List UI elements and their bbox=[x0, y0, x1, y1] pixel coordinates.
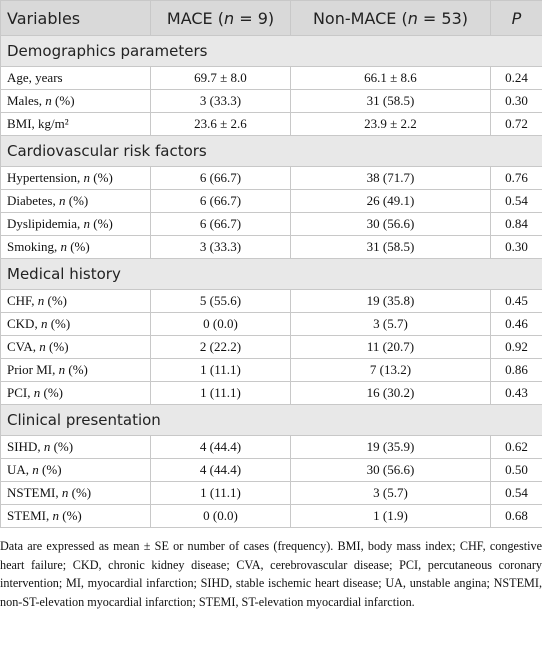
section-title: Cardiovascular risk factors bbox=[0, 135, 542, 167]
cell: 69.7 ± 8.0 bbox=[150, 66, 291, 90]
row-label: Age, years bbox=[0, 66, 151, 90]
row-label: NSTEMI, n (%) bbox=[0, 481, 151, 505]
section-row: Demographics parameters bbox=[0, 35, 542, 67]
cell: 1 (1.9) bbox=[290, 504, 491, 528]
data-row: UA, n (%) 4 (44.4) 30 (56.6) 0.50 bbox=[0, 458, 542, 482]
data-row: Age, years 69.7 ± 8.0 66.1 ± 8.6 0.24 bbox=[0, 66, 542, 90]
cell: 0.76 bbox=[490, 166, 542, 190]
cell: 0.68 bbox=[490, 504, 542, 528]
cell: 6 (66.7) bbox=[150, 166, 291, 190]
data-row: CHF, n (%) 5 (55.6) 19 (35.8) 0.45 bbox=[0, 289, 542, 313]
data-row: Males, n (%) 3 (33.3) 31 (58.5) 0.30 bbox=[0, 89, 542, 113]
cell: 0.50 bbox=[490, 458, 542, 482]
row-label: UA, n (%) bbox=[0, 458, 151, 482]
row-label: Diabetes, n (%) bbox=[0, 189, 151, 213]
row-label: CHF, n (%) bbox=[0, 289, 151, 313]
cell: 0.45 bbox=[490, 289, 542, 313]
data-row: CKD, n (%) 0 (0.0) 3 (5.7) 0.46 bbox=[0, 312, 542, 336]
cell: 0 (0.0) bbox=[150, 312, 291, 336]
cell: 30 (56.6) bbox=[290, 458, 491, 482]
cell: 3 (5.7) bbox=[290, 312, 491, 336]
cell: 3 (5.7) bbox=[290, 481, 491, 505]
cell: 0.72 bbox=[490, 112, 542, 136]
cell: 2 (22.2) bbox=[150, 335, 291, 359]
section-title: Clinical presentation bbox=[0, 404, 542, 436]
cell: 0.24 bbox=[490, 66, 542, 90]
cell: 26 (49.1) bbox=[290, 189, 491, 213]
cell: 0.30 bbox=[490, 89, 542, 113]
cell: 5 (55.6) bbox=[150, 289, 291, 313]
cell: 11 (20.7) bbox=[290, 335, 491, 359]
cell: 23.9 ± 2.2 bbox=[290, 112, 491, 136]
data-row: Hypertension, n (%) 6 (66.7) 38 (71.7) 0.76 bbox=[0, 166, 542, 190]
cell: 31 (58.5) bbox=[290, 235, 491, 259]
cell: 31 (58.5) bbox=[290, 89, 491, 113]
cell: 0.86 bbox=[490, 358, 542, 382]
header-cell: MACE (n = 9) bbox=[150, 0, 291, 36]
data-row: SIHD, n (%) 4 (44.4) 19 (35.9) 0.62 bbox=[0, 435, 542, 459]
data-row: Prior MI, n (%) 1 (11.1) 7 (13.2) 0.86 bbox=[0, 358, 542, 382]
section-row: Cardiovascular risk factors bbox=[0, 135, 542, 167]
row-label: PCI, n (%) bbox=[0, 381, 151, 405]
row-label: STEMI, n (%) bbox=[0, 504, 151, 528]
cell: 16 (30.2) bbox=[290, 381, 491, 405]
data-row: STEMI, n (%) 0 (0.0) 1 (1.9) 0.68 bbox=[0, 504, 542, 528]
footnote: Data are expressed as mean ± SE or numbe… bbox=[0, 539, 542, 609]
cell: 4 (44.4) bbox=[150, 435, 291, 459]
data-row: Smoking, n (%) 3 (33.3) 31 (58.5) 0.30 bbox=[0, 235, 542, 259]
cell: 38 (71.7) bbox=[290, 166, 491, 190]
row-label: Prior MI, n (%) bbox=[0, 358, 151, 382]
cell: 0.54 bbox=[490, 481, 542, 505]
header-cell: Variables bbox=[0, 0, 151, 36]
cell: 66.1 ± 8.6 bbox=[290, 66, 491, 90]
cell: 0.84 bbox=[490, 212, 542, 236]
data-row: PCI, n (%) 1 (11.1) 16 (30.2) 0.43 bbox=[0, 381, 542, 405]
cell: 7 (13.2) bbox=[290, 358, 491, 382]
section-title: Demographics parameters bbox=[0, 35, 542, 67]
cell: 3 (33.3) bbox=[150, 89, 291, 113]
cell: 0.30 bbox=[490, 235, 542, 259]
cell: 0.62 bbox=[490, 435, 542, 459]
table: Variables MACE (n = 9) Non-MACE (n = 53) P … bbox=[0, 0, 542, 528]
cell: 23.6 ± 2.6 bbox=[150, 112, 291, 136]
data-row: Dyslipidemia, n (%) 6 (66.7) 30 (56.6) 0.84 bbox=[0, 212, 542, 236]
cell: 0.92 bbox=[490, 335, 542, 359]
cell: 1 (11.1) bbox=[150, 358, 291, 382]
cell: 4 (44.4) bbox=[150, 458, 291, 482]
data-row: NSTEMI, n (%) 1 (11.1) 3 (5.7) 0.54 bbox=[0, 481, 542, 505]
section-row: Clinical presentation bbox=[0, 404, 542, 436]
cell: 6 (66.7) bbox=[150, 212, 291, 236]
cell: 19 (35.8) bbox=[290, 289, 491, 313]
row-label: CVA, n (%) bbox=[0, 335, 151, 359]
row-label: Dyslipidemia, n (%) bbox=[0, 212, 151, 236]
cell: 19 (35.9) bbox=[290, 435, 491, 459]
cell: 0.46 bbox=[490, 312, 542, 336]
row-label: CKD, n (%) bbox=[0, 312, 151, 336]
header-cell: P bbox=[490, 0, 542, 36]
data-row: BMI, kg/m² 23.6 ± 2.6 23.9 ± 2.2 0.72 bbox=[0, 112, 542, 136]
cell: 0.43 bbox=[490, 381, 542, 405]
header-cell: Non-MACE (n = 53) bbox=[290, 0, 491, 36]
cell: 6 (66.7) bbox=[150, 189, 291, 213]
cell: 1 (11.1) bbox=[150, 381, 291, 405]
row-label: Smoking, n (%) bbox=[0, 235, 151, 259]
section-title: Medical history bbox=[0, 258, 542, 290]
row-label: Hypertension, n (%) bbox=[0, 166, 151, 190]
header-row: Variables MACE (n = 9) Non-MACE (n = 53) P bbox=[0, 0, 542, 36]
data-row: CVA, n (%) 2 (22.2) 11 (20.7) 0.92 bbox=[0, 335, 542, 359]
row-label: SIHD, n (%) bbox=[0, 435, 151, 459]
table-body: Demographics parameters Age, years 69.7 ± … bbox=[0, 35, 542, 528]
row-label: Males, n (%) bbox=[0, 89, 151, 113]
data-row: Diabetes, n (%) 6 (66.7) 26 (49.1) 0.54 bbox=[0, 189, 542, 213]
cell: 0 (0.0) bbox=[150, 504, 291, 528]
cell: 30 (56.6) bbox=[290, 212, 491, 236]
cell: 3 (33.3) bbox=[150, 235, 291, 259]
cell: 0.54 bbox=[490, 189, 542, 213]
cell: 1 (11.1) bbox=[150, 481, 291, 505]
row-label: BMI, kg/m² bbox=[0, 112, 151, 136]
section-row: Medical history bbox=[0, 258, 542, 290]
